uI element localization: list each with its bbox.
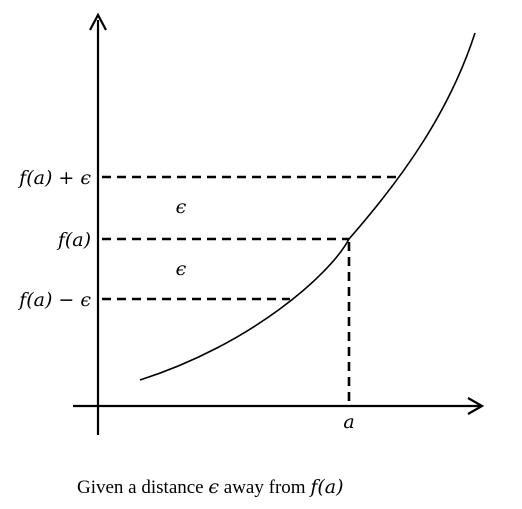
figure-caption: Given a distance ϵ away from f(a) — [77, 476, 344, 498]
epsilon-lower-band-label: ϵ — [176, 258, 187, 280]
label-f-a: f(a) — [56, 229, 91, 251]
caption-middle: away from — [219, 477, 310, 498]
label-f-a-minus-epsilon: f(a) − ϵ — [17, 289, 91, 311]
y-axis-arrowhead — [89, 12, 107, 31]
caption-function: f(a) — [308, 476, 343, 498]
caption-prefix: Given a distance — [77, 477, 208, 498]
function-curve — [139, 32, 476, 381]
epsilon-upper-band-label: ϵ — [176, 196, 187, 218]
label-f-a-plus-epsilon: f(a) + ϵ — [17, 167, 91, 189]
x-axis-arrowhead — [467, 397, 485, 415]
caption-epsilon: ϵ — [208, 476, 219, 498]
label-a: a — [343, 411, 354, 433]
